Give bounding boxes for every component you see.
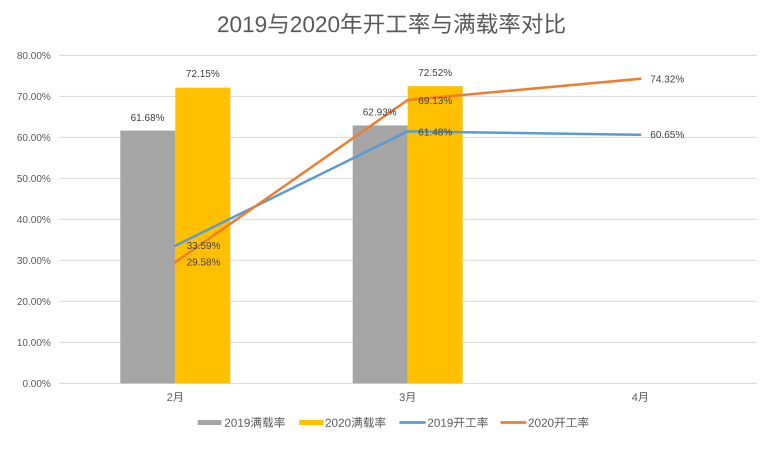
svg-text:40.00%: 40.00% bbox=[17, 215, 51, 226]
svg-text:80.00%: 80.00% bbox=[17, 51, 51, 62]
svg-text:74.32%: 74.32% bbox=[650, 74, 684, 85]
svg-text:33.59%: 33.59% bbox=[187, 241, 221, 252]
svg-text:10.00%: 10.00% bbox=[17, 338, 51, 349]
svg-text:60.00%: 60.00% bbox=[17, 133, 51, 144]
svg-text:72.52%: 72.52% bbox=[418, 68, 452, 79]
svg-text:29.58%: 29.58% bbox=[187, 258, 221, 269]
svg-text:50.00%: 50.00% bbox=[17, 174, 51, 185]
svg-text:61.68%: 61.68% bbox=[131, 113, 165, 124]
svg-text:62.93%: 62.93% bbox=[363, 107, 397, 118]
svg-text:0.00%: 0.00% bbox=[22, 379, 50, 390]
svg-text:60.65%: 60.65% bbox=[650, 130, 684, 141]
svg-text:70.00%: 70.00% bbox=[17, 92, 51, 103]
svg-text:72.15%: 72.15% bbox=[186, 69, 220, 80]
svg-text:69.13%: 69.13% bbox=[418, 96, 452, 107]
svg-text:20.00%: 20.00% bbox=[17, 297, 51, 308]
svg-text:61.48%: 61.48% bbox=[418, 127, 452, 138]
svg-text:30.00%: 30.00% bbox=[17, 256, 51, 267]
